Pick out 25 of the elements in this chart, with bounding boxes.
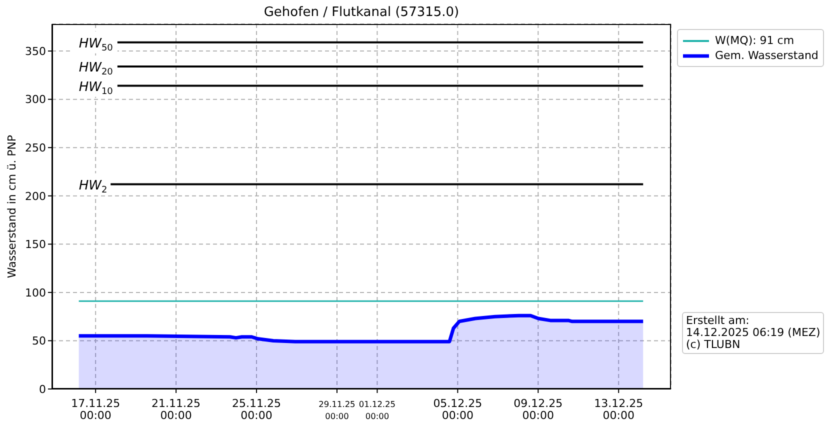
x-tick-label: 09.12.25 00:00 <box>514 397 563 422</box>
y-tick-label: 100 <box>25 286 46 300</box>
ref-line-label: HW$_{20}$ <box>78 60 114 78</box>
x-tick-label: 25.11.25 00:00 <box>232 397 282 422</box>
ref-line-label: HW$_{50}$ <box>78 36 114 54</box>
x-tick-label: 13.12.25 00:00 <box>594 397 644 422</box>
legend-label: Gem. Wasserstand <box>715 49 818 62</box>
y-tick-label: 250 <box>25 142 46 155</box>
y-tick-label: 200 <box>25 190 46 203</box>
text: Erstellt am: 14.12.2025 06:19 (MEZ) (c) TLUBN <box>682 312 824 354</box>
ref-line-label: HW$_{10}$ <box>78 80 114 96</box>
y-tick-label: 350 <box>25 44 46 58</box>
y-tick-label: 300 <box>25 93 46 106</box>
legend-label: W(MQ): 91 cm <box>715 34 794 47</box>
y-tick-label: 150 <box>25 238 46 252</box>
x-tick-label: 21.11.25 00:00 <box>152 397 201 422</box>
x-tick-label: 01.12.25 00:00 <box>358 399 396 421</box>
x-tick-label: 05.12.25 00:00 <box>433 397 482 422</box>
y-axis-title: Wasserstand in cm ü. PNP <box>6 134 18 278</box>
ref-line-label: HW$_{2}$ <box>78 178 108 195</box>
y-tick-label: 0 <box>39 382 46 396</box>
y-tick-label: 50 <box>32 334 46 348</box>
x-tick-label: 17.11.25 00:00 <box>71 397 120 422</box>
chart-title: Gehofen / Flutkanal (57315.0) <box>262 5 460 20</box>
x-tick-label: 29.11.25 00:00 <box>318 399 356 421</box>
